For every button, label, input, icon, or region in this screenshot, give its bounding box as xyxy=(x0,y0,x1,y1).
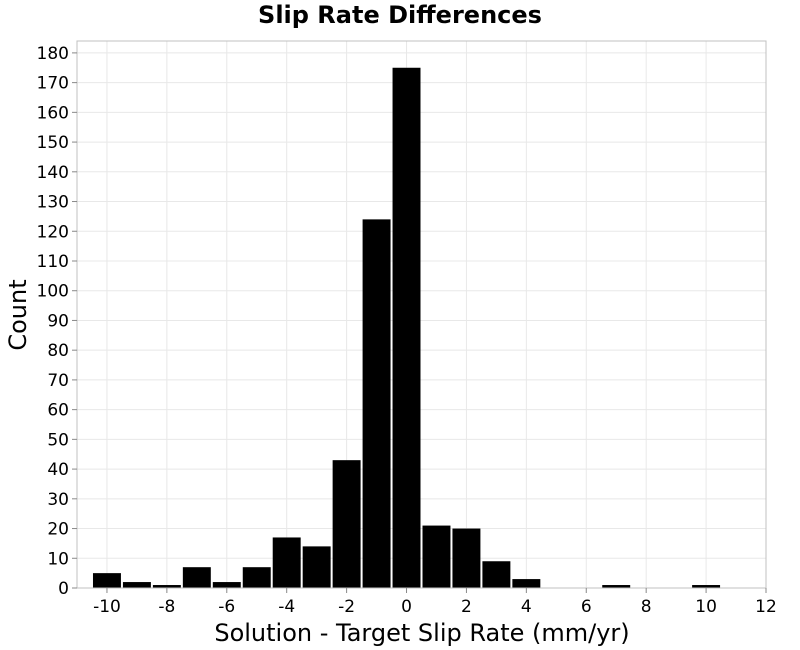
x-tick-label: -8 xyxy=(158,597,175,617)
x-tick-label: 6 xyxy=(581,597,592,617)
histogram-bar xyxy=(692,585,721,588)
plot-area-frame xyxy=(76,40,767,589)
histogram-bar xyxy=(152,585,181,588)
y-tick-label: 100 xyxy=(37,282,69,302)
y-tick-label: 170 xyxy=(37,74,69,94)
x-tick-label: -6 xyxy=(218,597,235,617)
y-tick-label: 70 xyxy=(47,371,69,391)
x-tick-label: -10 xyxy=(93,597,121,617)
x-tick-label: 2 xyxy=(461,597,472,617)
histogram-bar xyxy=(392,67,421,588)
histogram-bar xyxy=(362,219,391,588)
grid-lines xyxy=(77,41,767,589)
y-tick-label: 120 xyxy=(37,222,69,242)
y-tick-label: 110 xyxy=(37,252,69,272)
histogram-bar xyxy=(92,573,121,588)
histogram-bar xyxy=(482,561,511,588)
y-tick-label: 80 xyxy=(47,341,69,361)
y-tick-label: 160 xyxy=(37,103,69,123)
histogram-bar xyxy=(512,579,541,588)
histogram-bar xyxy=(332,460,361,588)
y-tick-label: 150 xyxy=(37,133,69,153)
histogram-bar xyxy=(122,582,151,588)
histogram-bar xyxy=(242,567,271,588)
histogram-bar xyxy=(602,585,631,588)
y-axis-label: Count xyxy=(4,279,32,350)
x-axis-label: Solution - Target Slip Rate (mm/yr) xyxy=(214,619,629,647)
histogram-bar xyxy=(212,582,241,588)
y-axis: 0 10 20 30 40 50 60 70 80 90 100 110 120 130 140 150 160… xyxy=(37,44,77,599)
x-tick-label: 10 xyxy=(695,597,717,617)
x-axis: -10 -8 -6 -4 -2 0 2 4 6 8 10 12 xyxy=(93,588,777,617)
y-tick-label: 140 xyxy=(37,163,69,183)
x-tick-label: 0 xyxy=(401,597,412,617)
histogram-bars xyxy=(92,67,721,588)
histogram-bar xyxy=(302,546,331,588)
y-tick-label: 10 xyxy=(47,549,69,569)
y-tick-label: 90 xyxy=(47,311,69,331)
y-tick-label: 20 xyxy=(47,520,69,540)
x-tick-label: -4 xyxy=(278,597,295,617)
histogram-bar xyxy=(422,525,451,588)
x-tick-label: 8 xyxy=(641,597,652,617)
y-tick-label: 40 xyxy=(47,460,69,480)
y-tick-label: 60 xyxy=(47,401,69,421)
y-tick-label: 30 xyxy=(47,490,69,510)
histogram-bar xyxy=(182,567,211,588)
y-tick-label: 50 xyxy=(47,430,69,450)
x-tick-label: 12 xyxy=(755,597,777,617)
y-tick-label: 0 xyxy=(58,579,69,599)
histogram-bar xyxy=(272,537,301,588)
x-tick-label: -2 xyxy=(338,597,355,617)
chart-title: Slip Rate Differences xyxy=(258,1,542,29)
y-tick-label: 180 xyxy=(37,44,69,64)
x-tick-label: 4 xyxy=(521,597,532,617)
y-tick-label: 130 xyxy=(37,193,69,213)
histogram-bar xyxy=(452,528,481,588)
